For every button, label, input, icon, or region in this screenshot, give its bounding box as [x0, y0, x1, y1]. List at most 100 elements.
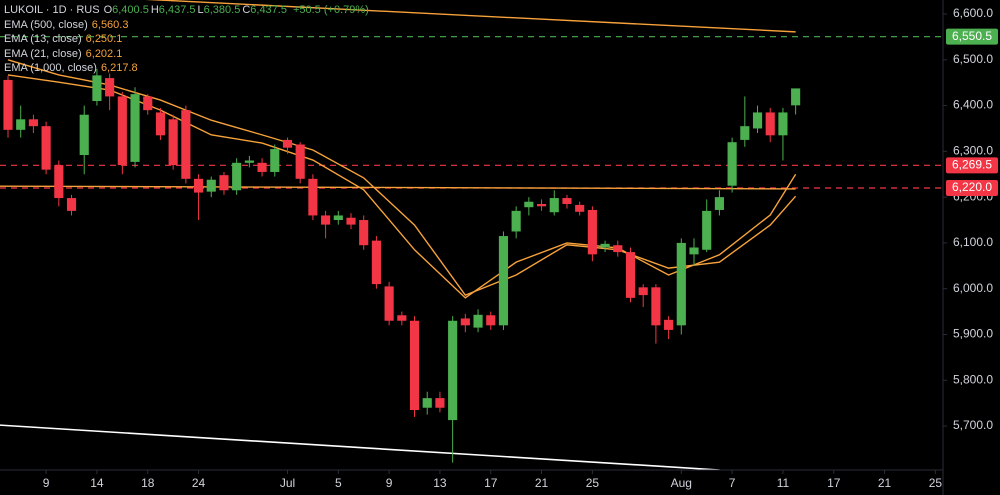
- candle-body: [219, 175, 229, 191]
- candle-body: [257, 162, 267, 172]
- candle-body: [676, 242, 686, 326]
- candle-body: [613, 245, 623, 253]
- candle-body: [549, 198, 559, 213]
- candle-body: [473, 314, 483, 328]
- ohlc-key: L: [197, 4, 204, 16]
- ema-line: [0, 185, 796, 190]
- candle-body: [524, 201, 534, 208]
- x-tick-label: 21: [878, 476, 892, 490]
- x-tick-label: 14: [90, 476, 104, 490]
- ohlc-key: H: [150, 4, 159, 16]
- change: +50.5 (+0.79%): [292, 4, 369, 16]
- candle-body: [562, 198, 572, 205]
- candle-body: [155, 112, 166, 136]
- y-tick-label: 6,000.0: [953, 281, 993, 295]
- candle-body: [689, 247, 699, 255]
- candle-body: [536, 204, 547, 207]
- candle-body: [371, 240, 381, 285]
- x-tick-label: 21: [535, 476, 549, 490]
- y-tick-label: 6,100.0: [953, 235, 993, 249]
- candle-body: [714, 197, 724, 210]
- candle-body: [448, 320, 458, 421]
- legend-value: 6,250.1: [85, 33, 123, 45]
- candle-body: [244, 160, 254, 163]
- header-row: LUKOIL · 1D · RUS O6,400.5 H6,437.5 L6,380.…: [4, 3, 373, 18]
- candle-body: [66, 198, 77, 211]
- y-tick-label: 5,900.0: [953, 327, 993, 341]
- ohlc-item: L6,380.5: [197, 4, 240, 16]
- candle-body: [359, 220, 369, 246]
- x-tick-label: 13: [433, 476, 447, 490]
- candle-body: [765, 112, 775, 136]
- candle-body: [105, 78, 115, 97]
- candle-body: [28, 119, 38, 127]
- y-tick-label: 6,600.0: [953, 6, 993, 20]
- ohlc-value: 6,437.5: [158, 4, 196, 16]
- candle-body: [740, 126, 750, 140]
- candle-body: [384, 286, 394, 321]
- candle-body: [511, 210, 521, 232]
- legend-value: 6,202.1: [85, 47, 123, 60]
- candle-body: [54, 165, 64, 199]
- candle-body: [727, 142, 737, 186]
- candle-body: [143, 96, 153, 111]
- candle-body: [79, 114, 89, 156]
- candle-body: [664, 319, 674, 330]
- ohlc: O6,400.5 H6,437.5 L6,380.5 C6,437.5: [104, 4, 289, 16]
- candle-body: [270, 149, 280, 172]
- ema-legend: EMA (500, close) 6,560.3 EMA (13, close) 6,…: [4, 18, 373, 76]
- price-tag-label: 6,269.5: [952, 157, 992, 171]
- y-tick-label: 5,800.0: [953, 372, 993, 386]
- candle-body: [397, 315, 407, 321]
- price-tag: [946, 28, 998, 45]
- candle-body: [41, 126, 51, 170]
- x-tick-label: Jul: [280, 476, 295, 490]
- legend-row: EMA (1,000, close) 6,217.8: [4, 61, 373, 76]
- y-tick-label: 6,300.0: [953, 144, 993, 158]
- legend: LUKOIL · 1D · RUS O6,400.5 H6,437.5 L6,380.…: [4, 3, 373, 76]
- candle-body: [282, 139, 293, 148]
- x-tick-label: 9: [386, 476, 393, 490]
- ohlc-key: C: [242, 4, 251, 16]
- ohlc-value: 6,437.5: [250, 4, 287, 16]
- x-tick-label: 9: [43, 476, 50, 490]
- candle-body: [130, 94, 140, 162]
- price-tag-label: 6,220.0: [952, 180, 992, 194]
- legend-row: EMA (500, close) 6,560.3: [4, 18, 373, 33]
- ema-line: [145, 0, 796, 33]
- ohlc-value: 6,400.5: [112, 4, 149, 16]
- candle-body: [575, 204, 585, 212]
- candle-body: [638, 287, 648, 296]
- x-tick-label: 25: [586, 476, 600, 490]
- candle-body: [435, 398, 445, 408]
- candle-body: [486, 315, 496, 326]
- trend-line: [0, 424, 720, 470]
- candle-body: [702, 210, 712, 250]
- price-tag: [946, 157, 998, 174]
- candle-body: [16, 119, 26, 130]
- candle-body: [422, 398, 432, 408]
- legend-value: 6,560.3: [91, 18, 129, 31]
- y-tick-label: 6,400.0: [953, 98, 993, 112]
- x-tick-label: 18: [141, 476, 155, 490]
- candle-body: [625, 252, 636, 298]
- legend-name: EMA (500, close): [4, 18, 88, 31]
- candle-body: [193, 178, 204, 193]
- candle-body: [333, 215, 343, 221]
- price-tag-label: 6,550.5: [952, 29, 992, 43]
- candle-body: [651, 287, 661, 326]
- candle-body: [498, 236, 509, 326]
- x-tick-label: Aug: [671, 476, 692, 490]
- legend-row: EMA (13, close) 6,250.1: [4, 32, 373, 47]
- y-tick-label: 6,500.0: [953, 52, 993, 66]
- x-tick-label: 7: [729, 476, 736, 490]
- candle-body: [321, 215, 331, 225]
- candle-body: [791, 88, 801, 106]
- candle-body: [3, 79, 13, 130]
- ohlc-key: O: [103, 4, 113, 16]
- legend-name: EMA (21, close): [4, 47, 82, 60]
- x-tick-label: 11: [777, 476, 790, 490]
- candle-body: [778, 112, 788, 136]
